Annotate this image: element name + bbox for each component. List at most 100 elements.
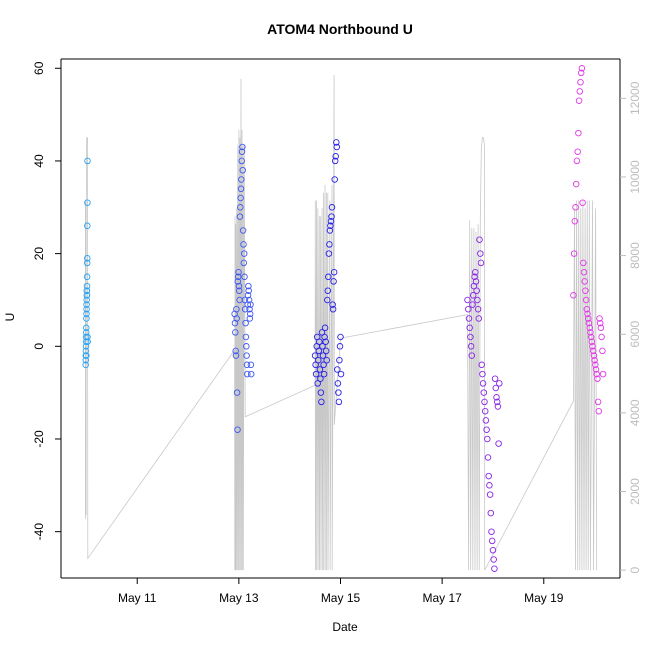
data-point <box>466 324 473 332</box>
chart-title: ATOM4 Northbound U <box>267 21 413 37</box>
data-point <box>474 305 482 313</box>
secondary-line-layer <box>85 74 598 571</box>
data-point <box>83 310 90 318</box>
data-point <box>330 278 337 285</box>
data-point <box>231 319 239 327</box>
data-point <box>597 324 605 332</box>
data-point <box>315 347 323 355</box>
data-point <box>239 166 246 174</box>
data-point <box>323 356 330 364</box>
data-point <box>599 370 607 378</box>
data-point <box>84 255 91 262</box>
data-point <box>325 273 332 281</box>
data-point <box>333 139 340 146</box>
data-point <box>484 435 491 443</box>
data-point <box>592 366 600 373</box>
data-point <box>578 65 586 72</box>
data-point <box>232 329 239 336</box>
data-point <box>465 305 472 313</box>
data-point <box>84 222 91 230</box>
data-point <box>575 97 583 104</box>
data-point <box>84 338 91 345</box>
y-tick-label: 40 <box>32 154 46 168</box>
data-point <box>467 343 475 350</box>
x-tick-label: May 19 <box>524 591 564 605</box>
x-axis-label: Date <box>332 620 358 634</box>
data-point <box>488 528 495 535</box>
data-point <box>316 366 324 373</box>
data-point <box>83 305 90 313</box>
data-point <box>494 403 502 410</box>
data-point <box>583 305 591 313</box>
data-point <box>83 296 90 304</box>
data-point <box>584 310 591 318</box>
y-tick-label: -20 <box>32 430 46 448</box>
data-point <box>469 292 477 299</box>
data-point <box>238 157 245 165</box>
data-point <box>329 301 336 308</box>
data-point <box>237 204 244 211</box>
data-point <box>312 370 320 378</box>
data-point <box>84 199 91 206</box>
data-point <box>329 305 337 313</box>
data-point <box>234 273 242 281</box>
data-point <box>495 440 502 447</box>
y-tick-label: 20 <box>32 247 46 261</box>
data-point <box>240 241 247 248</box>
data-point <box>594 398 602 406</box>
data-point <box>246 305 253 313</box>
data-point <box>477 250 484 257</box>
y2-tick-label: 12000 <box>628 81 642 115</box>
data-point <box>590 352 598 359</box>
data-point <box>493 394 500 401</box>
data-point <box>586 324 593 332</box>
data-point <box>581 278 588 285</box>
data-point <box>335 398 343 406</box>
data-point <box>82 356 90 364</box>
data-point <box>243 352 250 359</box>
data-point <box>582 296 590 304</box>
y-axis-label: U <box>3 313 17 322</box>
data-point <box>235 287 243 294</box>
data-point <box>575 129 582 137</box>
data-point <box>324 287 332 294</box>
data-point <box>488 537 496 545</box>
data-point <box>83 273 91 281</box>
data-point <box>493 398 501 406</box>
data-point <box>479 380 487 387</box>
data-point <box>580 268 588 276</box>
data-point <box>240 259 248 267</box>
data-point <box>570 292 577 299</box>
data-point <box>245 296 253 304</box>
data-point <box>239 143 246 151</box>
data-point <box>489 546 497 554</box>
data-point <box>241 273 248 281</box>
data-point <box>235 268 242 276</box>
data-point <box>337 333 344 341</box>
data-point <box>311 352 319 359</box>
data-point <box>242 333 250 341</box>
data-point <box>472 268 479 276</box>
data-point <box>326 241 333 248</box>
data-point <box>321 324 329 332</box>
data-point <box>572 204 579 211</box>
data-point <box>320 370 328 378</box>
data-point <box>240 250 248 257</box>
data-point <box>334 380 342 387</box>
data-point <box>237 185 245 193</box>
x-tick-label: May 17 <box>422 591 462 605</box>
data-point <box>233 389 241 396</box>
secondary-line <box>85 74 598 571</box>
data-point <box>587 333 595 341</box>
data-point <box>321 333 328 341</box>
y-tick-label: -40 <box>32 523 46 541</box>
data-point <box>472 278 480 285</box>
data-point <box>246 315 254 322</box>
data-point <box>587 329 594 336</box>
data-point <box>324 296 331 304</box>
data-point <box>337 370 345 378</box>
data-point <box>315 356 322 364</box>
data-point <box>83 324 90 332</box>
data-point <box>596 319 604 327</box>
